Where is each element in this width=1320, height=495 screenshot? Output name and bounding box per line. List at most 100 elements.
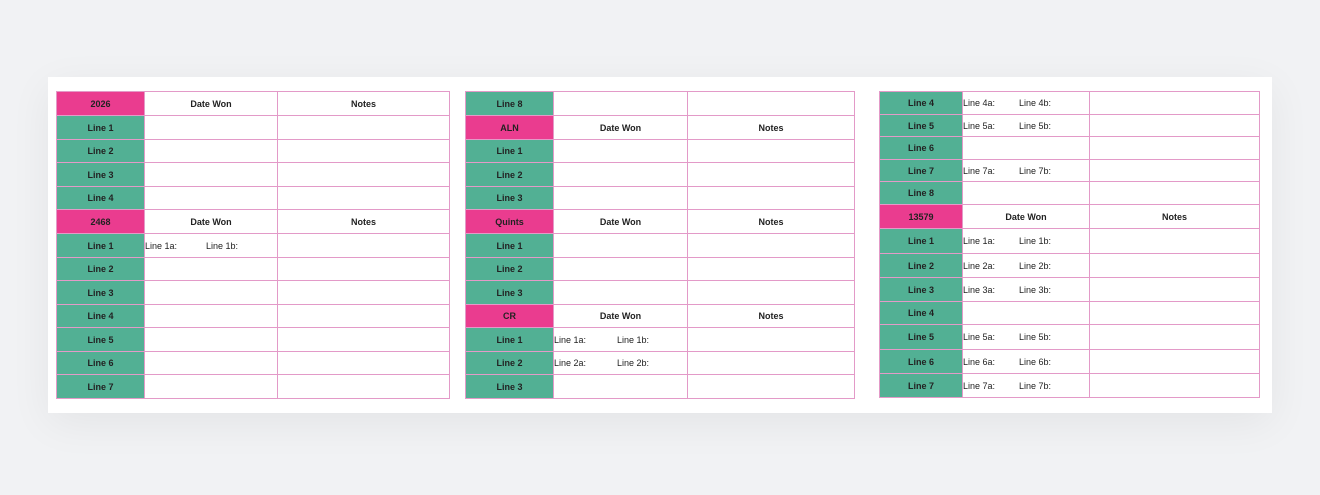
section-header-row: ALN Date Won Notes [465, 115, 855, 140]
section-label: 2026 [56, 91, 145, 116]
date-won-cell[interactable]: Line 3a: Line 3b: [962, 277, 1090, 302]
section-header-row: 13579 Date Won Notes [879, 204, 1260, 229]
date-won-cell[interactable]: Line 2a: Line 2b: [553, 351, 688, 375]
line-label: Line 1 [56, 233, 145, 258]
notes-cell[interactable] [1089, 324, 1260, 350]
notes-cell[interactable] [1089, 228, 1260, 254]
notes-cell[interactable] [687, 374, 855, 399]
sub-line-a: Line 1a: [963, 236, 996, 246]
notes-cell[interactable] [277, 115, 450, 140]
date-won-header: Date Won [553, 304, 688, 328]
sub-line-a: Line 2a: [963, 260, 996, 271]
sub-line-a: Line 1a: [554, 334, 587, 345]
date-won-cell[interactable]: Line 1a: Line 1b: [553, 327, 688, 352]
notes-header: Notes [687, 209, 855, 234]
line-label: Line 4 [56, 304, 145, 328]
date-won-cell[interactable] [144, 115, 278, 140]
notes-cell[interactable] [277, 186, 450, 210]
section-label: CR [465, 304, 554, 328]
sub-line-b: Line 7b: [1019, 165, 1052, 176]
notes-cell[interactable] [1089, 373, 1260, 398]
sub-line-a: Line 6a: [963, 356, 996, 367]
sub-line-b: Line 2b: [617, 358, 650, 368]
notes-cell[interactable] [277, 374, 450, 399]
notes-cell[interactable] [1089, 114, 1260, 137]
table-col-3: Line 4 Line 4a: Line 4b: Line 5 Line 5a: Line… [879, 91, 1260, 398]
notes-cell[interactable] [277, 351, 450, 375]
notes-cell[interactable] [277, 257, 450, 281]
notes-cell[interactable] [687, 327, 855, 352]
date-won-cell[interactable]: Line 5a: Line 5b: [962, 324, 1090, 350]
date-won-cell[interactable] [553, 186, 688, 210]
table-row: Line 1 Line 1a: Line 1b: [56, 233, 450, 258]
line-label: Line 3 [56, 162, 145, 187]
date-won-cell[interactable]: Line 5a: Line 5b: [962, 114, 1090, 137]
table-row: Line 8 [465, 91, 855, 116]
sub-line-a: Line 4a: [963, 98, 996, 108]
date-won-cell[interactable]: Line 2a: Line 2b: [962, 253, 1090, 278]
date-won-cell[interactable] [553, 374, 688, 399]
notes-cell[interactable] [1089, 136, 1260, 160]
date-won-cell[interactable] [144, 374, 278, 399]
line-label: Line 8 [465, 91, 554, 116]
date-won-cell[interactable] [144, 304, 278, 328]
line-label: Line 7 [879, 159, 963, 182]
table-row: Line 1 [56, 115, 450, 140]
notes-cell[interactable] [277, 304, 450, 328]
notes-cell[interactable] [687, 91, 855, 116]
notes-cell[interactable] [1089, 349, 1260, 374]
notes-cell[interactable] [1089, 253, 1260, 278]
table-row: Line 5 Line 5a: Line 5b: [879, 114, 1260, 137]
date-won-cell[interactable] [144, 327, 278, 352]
sub-line-b: Line 6b: [1019, 356, 1052, 367]
date-won-cell[interactable] [553, 233, 688, 258]
notes-cell[interactable] [1089, 277, 1260, 302]
date-won-cell[interactable] [962, 136, 1090, 160]
notes-cell[interactable] [277, 139, 450, 163]
line-label: Line 2 [56, 257, 145, 281]
line-label: Line 5 [56, 327, 145, 352]
date-won-cell[interactable] [962, 301, 1090, 325]
notes-cell[interactable] [1089, 91, 1260, 115]
notes-cell[interactable] [687, 351, 855, 375]
date-won-cell[interactable] [144, 280, 278, 305]
date-won-cell[interactable]: Line 4a: Line 4b: [962, 91, 1090, 115]
notes-cell[interactable] [1089, 181, 1260, 205]
notes-cell[interactable] [687, 139, 855, 163]
notes-cell[interactable] [277, 280, 450, 305]
sub-line-b: Line 4b: [1019, 98, 1052, 108]
date-won-cell[interactable] [144, 139, 278, 163]
notes-cell[interactable] [1089, 159, 1260, 182]
date-won-cell[interactable]: Line 1a: Line 1b: [144, 233, 278, 258]
date-won-cell[interactable]: Line 6a: Line 6b: [962, 349, 1090, 374]
date-won-cell[interactable] [144, 351, 278, 375]
table-row: Line 3 Line 3a: Line 3b: [879, 277, 1260, 302]
date-won-cell[interactable] [144, 162, 278, 187]
table-row: Line 8 [879, 181, 1260, 205]
notes-cell[interactable] [687, 233, 855, 258]
line-label: Line 6 [56, 351, 145, 375]
notes-cell[interactable] [687, 280, 855, 305]
date-won-cell[interactable] [962, 181, 1090, 205]
date-won-cell[interactable] [144, 257, 278, 281]
notes-cell[interactable] [687, 162, 855, 187]
table-row: Line 1 Line 1a: Line 1b: [465, 327, 855, 352]
date-won-header: Date Won [553, 209, 688, 234]
notes-cell[interactable] [277, 233, 450, 258]
notes-cell[interactable] [687, 186, 855, 210]
line-label: Line 1 [465, 233, 554, 258]
notes-cell[interactable] [277, 162, 450, 187]
date-won-cell[interactable]: Line 7a: Line 7b: [962, 373, 1090, 398]
date-won-cell[interactable] [553, 91, 688, 116]
date-won-cell[interactable]: Line 1a: Line 1b: [962, 228, 1090, 254]
date-won-cell[interactable] [553, 162, 688, 187]
date-won-cell[interactable] [553, 139, 688, 163]
date-won-cell[interactable] [553, 257, 688, 281]
notes-cell[interactable] [687, 257, 855, 281]
notes-cell[interactable] [1089, 301, 1260, 325]
date-won-cell[interactable] [553, 280, 688, 305]
notes-cell[interactable] [277, 327, 450, 352]
table-row: Line 3 [56, 280, 450, 305]
date-won-cell[interactable] [144, 186, 278, 210]
date-won-cell[interactable]: Line 7a: Line 7b: [962, 159, 1090, 182]
